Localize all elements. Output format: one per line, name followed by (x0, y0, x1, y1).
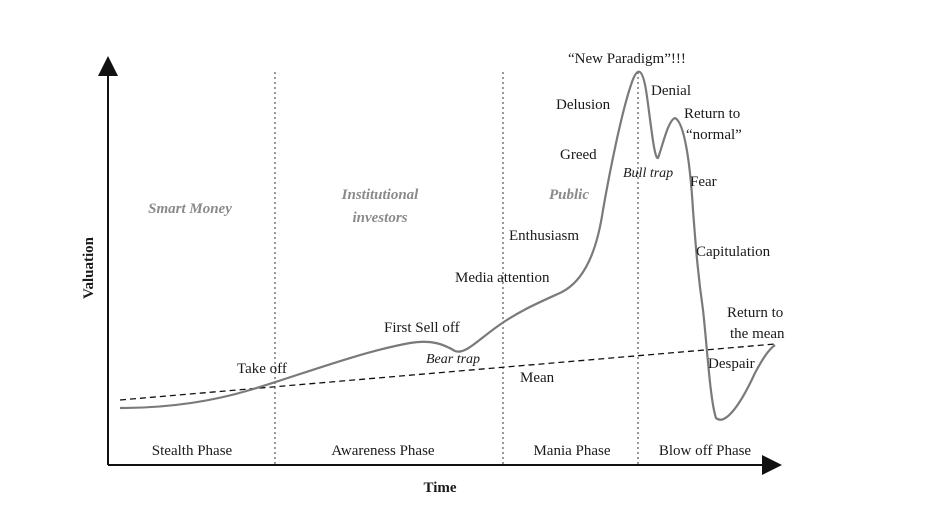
group-institutional-line1: Institutional (341, 187, 420, 203)
phase-stealth: Stealth Phase (152, 443, 233, 459)
label-greed: Greed (560, 147, 597, 163)
label-media-attention: Media attention (455, 270, 550, 286)
label-new-paradigm: “New Paradigm”!!! (568, 51, 686, 67)
y-axis-title: Valuation (81, 236, 97, 299)
group-public: Public (549, 187, 589, 203)
phase-blowoff: Blow off Phase (659, 443, 752, 459)
group-institutional-line2: investors (352, 210, 407, 226)
label-enthusiasm: Enthusiasm (509, 228, 579, 244)
label-delusion: Delusion (556, 97, 611, 113)
label-bull-trap: Bull trap (623, 166, 673, 181)
label-return-mean-line2: the mean (730, 326, 785, 342)
label-take-off: Take off (237, 361, 287, 377)
label-return-normal-line2: “normal” (686, 127, 742, 143)
x-axis-title: Time (423, 480, 456, 496)
group-smart-money: Smart Money (148, 201, 232, 217)
valuation-curve (119, 70, 776, 421)
phase-awareness: Awareness Phase (331, 443, 435, 459)
label-capitulation: Capitulation (696, 244, 771, 260)
label-first-sell-off: First Sell off (384, 320, 460, 336)
label-return-mean-line1: Return to (727, 305, 783, 321)
label-return-normal-line1: Return to (684, 106, 740, 122)
label-despair: Despair (708, 356, 755, 372)
phase-mania: Mania Phase (533, 443, 610, 459)
label-denial: Denial (651, 83, 691, 99)
label-fear: Fear (690, 174, 717, 190)
label-mean: Mean (520, 370, 555, 386)
label-bear-trap: Bear trap (426, 352, 480, 367)
